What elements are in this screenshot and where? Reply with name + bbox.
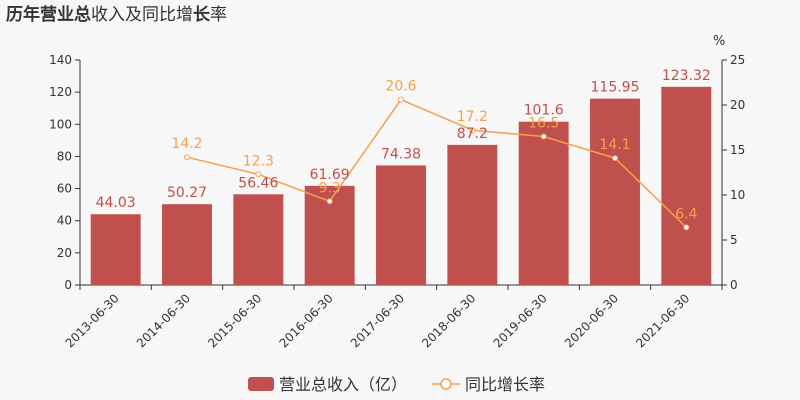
legend-line-marker xyxy=(440,378,452,390)
growth-point xyxy=(469,127,476,134)
growth-value-label: 9.3 xyxy=(319,180,341,196)
x-tick-label: 2019-06-30 xyxy=(491,291,550,350)
growth-line xyxy=(186,98,687,228)
y-left-tick-label: 60 xyxy=(57,182,72,196)
x-tick-label: 2018-06-30 xyxy=(419,291,478,350)
growth-value-label: 14.2 xyxy=(171,136,202,152)
bar-value-label: 123.32 xyxy=(662,68,711,84)
bar xyxy=(162,204,212,285)
title-part-1: 历年 xyxy=(6,4,40,25)
legend-line-label: 同比增长率 xyxy=(465,375,545,394)
title-part-3: 收入及同比增 xyxy=(91,5,193,25)
y-right-tick-label: 15 xyxy=(730,143,745,157)
title-part-2: 营业总 xyxy=(40,4,91,25)
growth-value-label: 20.6 xyxy=(385,79,416,95)
legend-bar-swatch xyxy=(248,377,274,391)
bar xyxy=(661,86,712,285)
bar-value-label: 50.27 xyxy=(167,185,207,201)
growth-value-label: 6.4 xyxy=(675,206,697,222)
legend: 营业总收入（亿） 同比增长率 xyxy=(248,375,545,394)
y-right-tick-label: 5 xyxy=(730,233,738,247)
y-right-tick-label: 25 xyxy=(730,53,745,67)
bar xyxy=(518,121,569,285)
title-part-5: 率 xyxy=(210,5,227,25)
y-left-tick-label: 100 xyxy=(49,117,72,131)
y-right-tick-label: 0 xyxy=(730,278,738,292)
growth-value-label: 14.1 xyxy=(599,137,630,153)
title-part-4: 长 xyxy=(193,4,211,25)
growth-point xyxy=(398,96,404,103)
y-left-tick-label: 120 xyxy=(49,85,72,99)
y-right-tick-label: 20 xyxy=(730,98,745,112)
y-left-tick-label: 140 xyxy=(49,53,72,67)
growth-point xyxy=(184,154,190,161)
bar-value-label: 87.2 xyxy=(457,126,488,142)
bar-value-label: 61.69 xyxy=(310,167,350,183)
bar-value-label: 115.95 xyxy=(591,80,640,96)
x-tick-label: 2017-06-30 xyxy=(348,291,407,350)
x-tick-label: 2014-06-30 xyxy=(134,291,193,350)
bar-value-label: 101.6 xyxy=(524,103,564,119)
growth-value-label: 16.5 xyxy=(528,116,559,132)
bar xyxy=(233,194,284,285)
growth-value-label: 12.3 xyxy=(243,153,274,169)
x-tick-label: 2016-06-30 xyxy=(277,291,336,350)
growth-value-label: 17.2 xyxy=(457,109,488,125)
growth-point xyxy=(255,171,262,178)
y-left-tick-label: 40 xyxy=(57,214,72,228)
bar-value-label: 44.03 xyxy=(96,195,136,211)
growth-point xyxy=(612,155,618,162)
bar-value-label: 74.38 xyxy=(381,146,421,162)
x-tick-label: 2021-06-30 xyxy=(633,291,692,350)
y-left-tick-label: 20 xyxy=(57,246,72,260)
y2-unit-label: % xyxy=(713,34,725,49)
chart-title: 历年营业总收入及同比增长率 xyxy=(6,4,227,25)
x-tick-label: 2013-06-30 xyxy=(63,291,122,350)
bar xyxy=(90,214,141,285)
x-tick-label: 2020-06-30 xyxy=(562,291,621,350)
legend-bar-label: 营业总收入（亿） xyxy=(279,375,407,394)
bar xyxy=(590,98,640,285)
growth-point xyxy=(326,198,333,205)
y-right-tick-label: 10 xyxy=(730,188,745,202)
x-tick-label: 2015-06-30 xyxy=(205,291,264,350)
growth-point xyxy=(540,133,547,140)
y-left-tick-label: 0 xyxy=(64,278,72,292)
bar xyxy=(376,165,426,285)
bar xyxy=(447,144,498,285)
y-left-tick-label: 80 xyxy=(57,149,72,163)
growth-point xyxy=(683,224,690,231)
bar-value-label: 56.46 xyxy=(238,175,278,191)
